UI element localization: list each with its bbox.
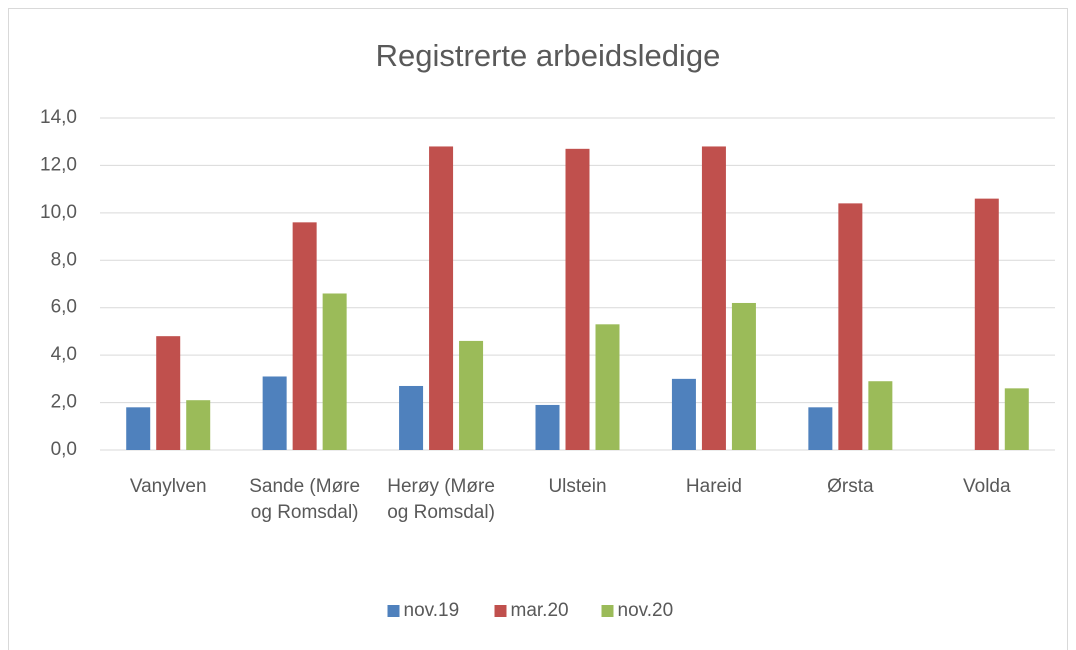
bar <box>565 148 590 451</box>
bar <box>671 378 696 450</box>
legend-swatch <box>387 605 400 617</box>
bar <box>429 146 454 450</box>
y-tick-label: 4,0 <box>51 344 77 365</box>
bar <box>292 222 317 450</box>
bar <box>731 302 756 450</box>
y-tick-label: 2,0 <box>51 392 77 413</box>
bar <box>808 407 833 450</box>
bar <box>186 400 211 450</box>
bar <box>974 198 999 450</box>
x-tick-label: Sande (Møre og Romsdal) <box>249 476 361 523</box>
bar <box>1004 388 1029 450</box>
bar <box>595 324 620 450</box>
legend-label: nov.20 <box>618 600 674 621</box>
bar <box>322 293 347 450</box>
legend-label: mar.20 <box>511 600 569 621</box>
legend-swatch <box>601 605 614 617</box>
x-tick-label: Vanylven <box>129 476 207 497</box>
y-tick-label: 6,0 <box>51 297 77 318</box>
chart-title: Registrerte arbeidsledige <box>376 38 721 73</box>
bar <box>701 146 726 450</box>
bar <box>459 340 484 450</box>
legend-swatch <box>494 605 507 617</box>
bar <box>126 407 151 450</box>
bar <box>868 381 893 450</box>
x-tick-label: Ørsta <box>827 476 874 497</box>
y-tick-label: 0,0 <box>51 439 77 460</box>
bar <box>838 203 863 450</box>
y-tick-label: 8,0 <box>51 249 77 270</box>
bar <box>262 376 287 450</box>
chart-border <box>8 8 1068 650</box>
y-tick-label: 10,0 <box>40 202 77 223</box>
bar <box>399 385 424 450</box>
bar <box>156 336 181 450</box>
bar <box>535 404 560 450</box>
x-tick-label: Hareid <box>685 476 742 497</box>
x-tick-label: Herøy (Møre og Romsdal) <box>387 476 495 523</box>
x-tick-label: Ulstein <box>548 476 607 497</box>
legend-label: nov.19 <box>404 600 460 621</box>
x-tick-label: Volda <box>963 476 1011 497</box>
y-tick-label: 12,0 <box>40 154 77 175</box>
y-tick-label: 14,0 <box>40 107 77 128</box>
